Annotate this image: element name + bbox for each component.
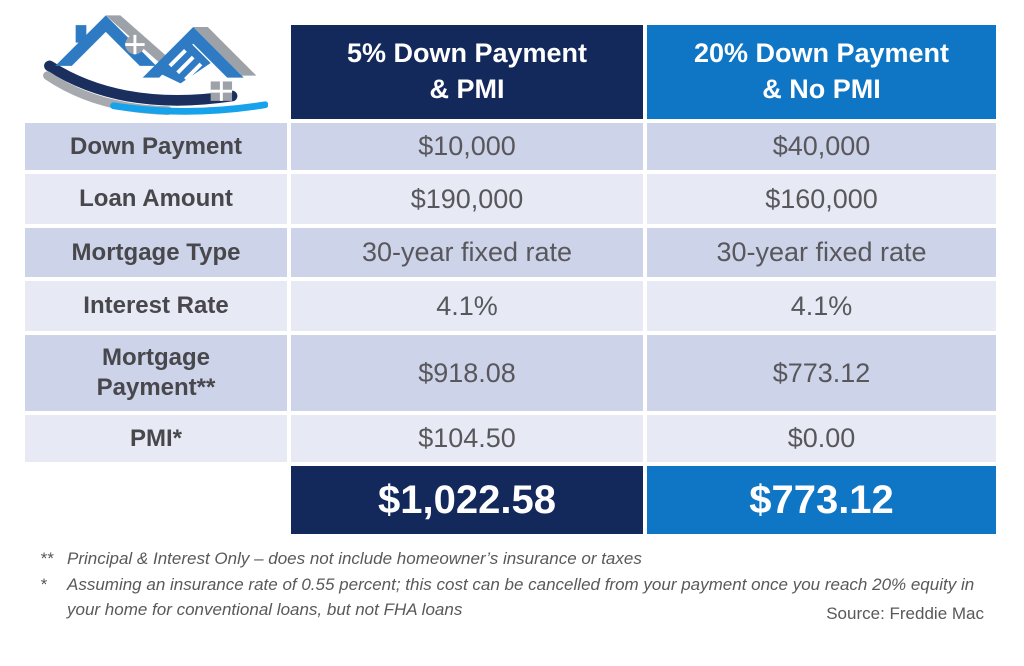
column-header-5-percent: 5% Down Payment & PMI	[291, 25, 643, 119]
house-logo-icon	[43, 15, 268, 115]
row-value-cell-5-percent: $10,000	[291, 123, 643, 170]
row-value-cell-20-percent: $773.12	[647, 335, 996, 411]
row-value-cell-20-percent: 4.1%	[647, 281, 996, 331]
header-line: & PMI	[429, 74, 505, 104]
swoosh-sky	[110, 101, 268, 115]
footnote-mortgage-payment: ** Principal & Interest Only – does not …	[40, 546, 990, 572]
round-window-cross	[125, 34, 145, 55]
row-label-cell: Down Payment	[25, 123, 287, 170]
column-header-20-percent: 20% Down Payment & No PMI	[647, 25, 996, 119]
panel-slats	[168, 48, 203, 81]
row-value-cell-5-percent: $190,000	[291, 174, 643, 224]
row-label-cell: Loan Amount	[25, 174, 287, 224]
row-label-cell: Interest Rate	[25, 281, 287, 331]
footnote-marker: **	[40, 549, 54, 568]
row-value-cell-20-percent: 30-year fixed rate	[647, 228, 996, 277]
right-house-gray-slope	[193, 27, 257, 76]
header-line: & No PMI	[762, 74, 881, 104]
row-value-cell-20-percent: $40,000	[647, 123, 996, 170]
header-spacer	[25, 25, 287, 119]
footnotes: ** Principal & Interest Only – does not …	[40, 546, 990, 623]
row-value-cell-20-percent: $160,000	[647, 174, 996, 224]
totals-spacer	[25, 466, 287, 534]
row-value-cell-5-percent: $918.08	[291, 335, 643, 411]
footnote-marker: *	[40, 574, 47, 594]
footnote-text: Assuming an insurance rate of 0.55 perce…	[67, 574, 975, 620]
row-value-cell-20-percent: $0.00	[647, 415, 996, 462]
grid-window-cross	[210, 81, 233, 101]
chimney	[75, 25, 87, 43]
footnote-text: Principal & Interest Only – does not inc…	[67, 549, 642, 568]
right-house-roof	[142, 27, 244, 78]
row-label-cell: PMI*	[25, 415, 287, 462]
footnote-pmi: * Assuming an insurance rate of 0.55 per…	[40, 572, 990, 623]
header-line: 5% Down Payment	[346, 38, 588, 69]
swoosh-navy	[44, 60, 238, 106]
row-value-cell-5-percent: $104.50	[291, 415, 643, 462]
source-credit: Source: Freddie Mac	[826, 604, 984, 623]
row-label-cell: Mortgage Payment**	[25, 335, 287, 411]
row-value-cell-5-percent: 4.1%	[291, 281, 643, 331]
total-5-percent: $1,022.58	[291, 466, 643, 534]
row-label-cell: Mortgage Type	[25, 228, 287, 277]
total-20-percent: $773.12	[647, 466, 996, 534]
header-line: 20% Down Payment	[693, 38, 950, 69]
comparison-table: 5% Down Payment & PMI 20% Down Payment &…	[25, 25, 996, 534]
row-value-cell-5-percent: 30-year fixed rate	[291, 228, 643, 277]
